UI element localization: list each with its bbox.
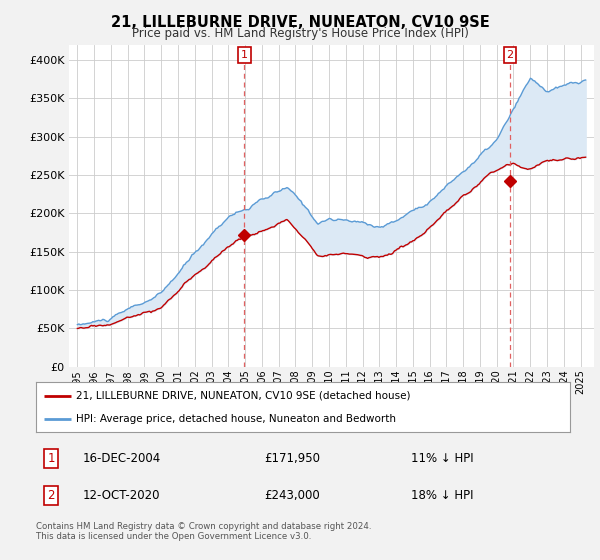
Text: 2: 2 bbox=[47, 489, 55, 502]
Text: Price paid vs. HM Land Registry's House Price Index (HPI): Price paid vs. HM Land Registry's House … bbox=[131, 27, 469, 40]
Text: 2: 2 bbox=[506, 50, 514, 60]
Text: 1: 1 bbox=[47, 452, 55, 465]
Text: £171,950: £171,950 bbox=[265, 452, 320, 465]
Text: 18% ↓ HPI: 18% ↓ HPI bbox=[410, 489, 473, 502]
Text: 12-OCT-2020: 12-OCT-2020 bbox=[83, 489, 160, 502]
Text: 21, LILLEBURNE DRIVE, NUNEATON, CV10 9SE (detached house): 21, LILLEBURNE DRIVE, NUNEATON, CV10 9SE… bbox=[76, 390, 410, 400]
Text: 21, LILLEBURNE DRIVE, NUNEATON, CV10 9SE: 21, LILLEBURNE DRIVE, NUNEATON, CV10 9SE bbox=[110, 15, 490, 30]
Text: HPI: Average price, detached house, Nuneaton and Bedworth: HPI: Average price, detached house, Nune… bbox=[76, 414, 396, 424]
Text: 1: 1 bbox=[241, 50, 248, 60]
Text: £243,000: £243,000 bbox=[265, 489, 320, 502]
Text: 16-DEC-2004: 16-DEC-2004 bbox=[82, 452, 161, 465]
Text: 11% ↓ HPI: 11% ↓ HPI bbox=[410, 452, 473, 465]
Text: Contains HM Land Registry data © Crown copyright and database right 2024.
This d: Contains HM Land Registry data © Crown c… bbox=[36, 522, 371, 542]
